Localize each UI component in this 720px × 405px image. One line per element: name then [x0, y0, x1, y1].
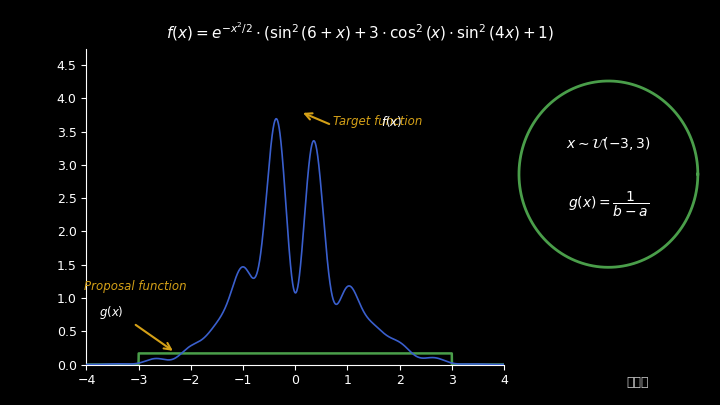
Text: $x \sim \mathcal{U}(-3, 3)$: $x \sim \mathcal{U}(-3, 3)$ — [566, 135, 651, 152]
Text: 新智元: 新智元 — [626, 376, 649, 389]
Text: $f(x)$: $f(x)$ — [382, 114, 402, 129]
Text: $f(x) = e^{-x^2/2} \cdot (\sin^2(6+x) + 3 \cdot \cos^2(x) \cdot \sin^2(4x) + 1)$: $f(x) = e^{-x^2/2} \cdot (\sin^2(6+x) + … — [166, 20, 554, 43]
Text: $g(x)$: $g(x)$ — [99, 304, 124, 321]
Text: Proposal function: Proposal function — [84, 279, 186, 292]
Text: $g(x) = \dfrac{1}{b-a}$: $g(x) = \dfrac{1}{b-a}$ — [568, 190, 649, 219]
Text: Target function: Target function — [333, 115, 430, 128]
